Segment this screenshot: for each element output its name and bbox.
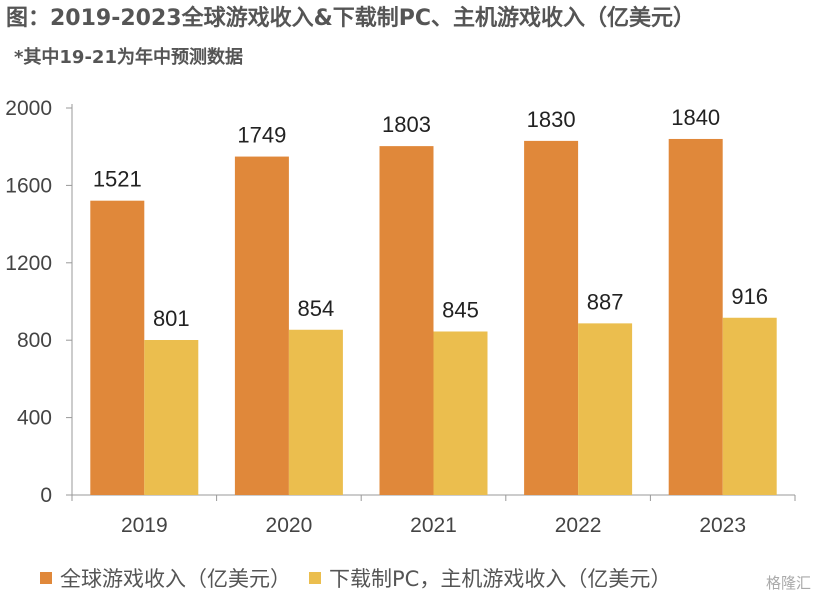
data-label: 1521 [93,167,142,192]
bar-global [524,140,579,495]
data-label: 916 [731,284,768,309]
x-tick-label: 2021 [410,514,457,537]
bar-global [234,156,289,496]
legend: 全球游戏收入（亿美元） 下载制PC，主机游戏收入（亿美元） [40,562,815,594]
bar-global [379,146,434,495]
data-label: 1749 [237,123,286,148]
x-axis: 2019 2020 2021 2022 2023 [71,494,796,537]
data-label: 801 [153,306,190,331]
data-label: 1830 [527,107,576,132]
bar-pc-console [288,329,343,495]
bar-pc-console [433,331,488,495]
bars [90,138,777,496]
legend-item-pc-console: 下载制PC，主机游戏收入（亿美元） [309,563,671,593]
y-tick-label: 1600 [5,174,52,197]
y-tick-label: 0 [40,484,52,507]
x-tick-label: 2022 [555,514,602,537]
bar-pc-console [144,340,199,495]
data-labels: 1521 801 1749 854 1803 845 1830 887 1840 916 [93,105,768,331]
bar-global [668,138,723,495]
bar-global [90,200,145,495]
x-tick-label: 2020 [266,514,313,537]
data-label: 854 [298,296,335,321]
bar-pc-console [578,323,633,495]
legend-item-global: 全球游戏收入（亿美元） [40,563,291,593]
legend-swatch-pc-console [309,572,321,584]
x-tick-label: 2023 [699,514,746,537]
legend-label-global: 全球游戏收入（亿美元） [60,567,291,591]
watermark: 格隆汇 [763,572,813,593]
legend-label-pc-console: 下载制PC，主机游戏收入（亿美元） [329,567,672,591]
chart-subtitle: *其中19-21为年中预测数据 [14,47,243,68]
chart-title: 图：2019-2023全球游戏收入&下载制PC、主机游戏收入（亿美元） [6,6,696,31]
data-label: 887 [587,289,624,314]
data-label: 845 [442,297,479,322]
bar-chart: 0 400 800 1200 1600 2000 2019 2020 2021 2022 2023… [5,97,796,537]
y-tick-label: 1200 [5,252,52,275]
bar-pc-console [722,317,777,495]
data-label: 1803 [382,112,431,137]
x-tick-label: 2019 [121,514,168,537]
data-label: 1840 [671,105,720,130]
legend-swatch-global [40,572,52,584]
y-tick-label: 800 [17,329,52,352]
y-axis: 0 400 800 1200 1600 2000 [5,97,73,507]
y-tick-label: 400 [17,407,52,430]
y-tick-label: 2000 [5,97,52,120]
